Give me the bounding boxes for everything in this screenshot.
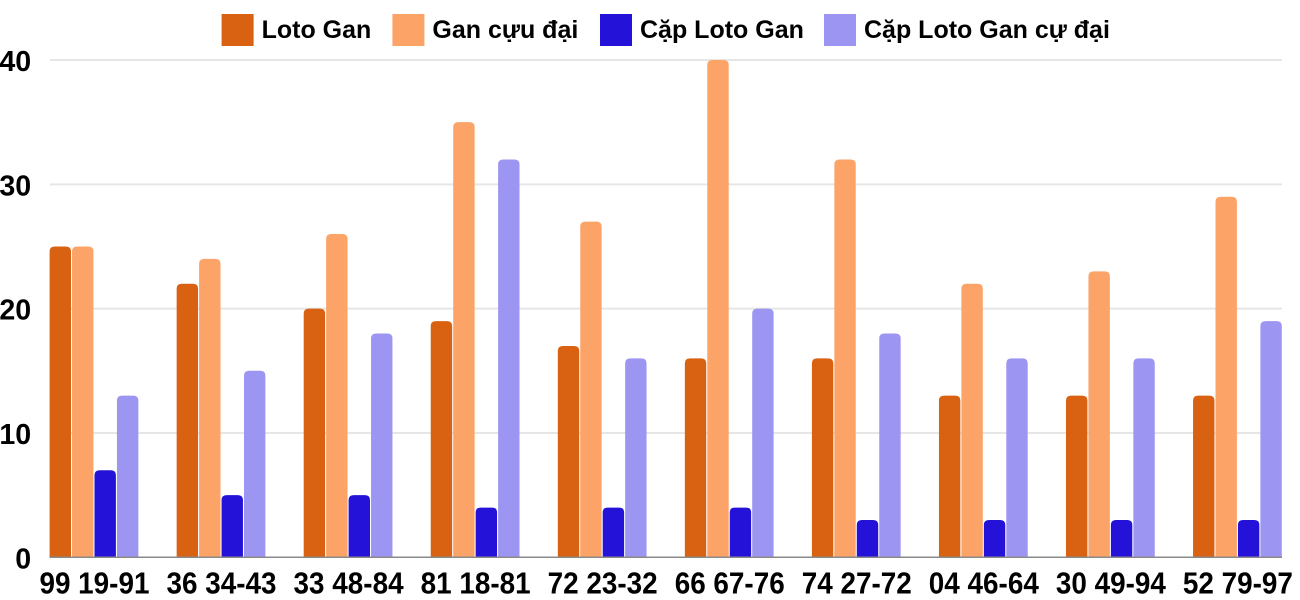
svg-text:52 79-97: 52 79-97	[1183, 567, 1293, 600]
svg-text:Cặp Loto Gan: Cặp Loto Gan	[640, 16, 804, 44]
svg-text:72 23-32: 72 23-32	[548, 567, 658, 600]
svg-text:10: 10	[0, 419, 31, 451]
svg-text:04 46-64: 04 46-64	[929, 567, 1040, 600]
svg-text:99 19-91: 99 19-91	[39, 567, 149, 600]
svg-text:30: 30	[0, 170, 31, 202]
svg-text:74 27-72: 74 27-72	[802, 567, 912, 600]
svg-text:Cặp Loto Gan cự đại: Cặp Loto Gan cự đại	[864, 16, 1110, 44]
svg-text:Gan cựu đại: Gan cựu đại	[432, 16, 578, 44]
svg-text:36 34-43: 36 34-43	[166, 567, 276, 600]
svg-text:30 49-94: 30 49-94	[1056, 567, 1167, 600]
svg-text:66 67-76: 66 67-76	[675, 567, 785, 600]
svg-text:20: 20	[0, 295, 31, 327]
svg-text:0: 0	[15, 543, 31, 575]
svg-text:Loto Gan: Loto Gan	[262, 16, 372, 44]
svg-text:40: 40	[0, 46, 31, 78]
svg-text:81 18-81: 81 18-81	[421, 567, 531, 600]
svg-text:33 48-84: 33 48-84	[294, 567, 405, 600]
